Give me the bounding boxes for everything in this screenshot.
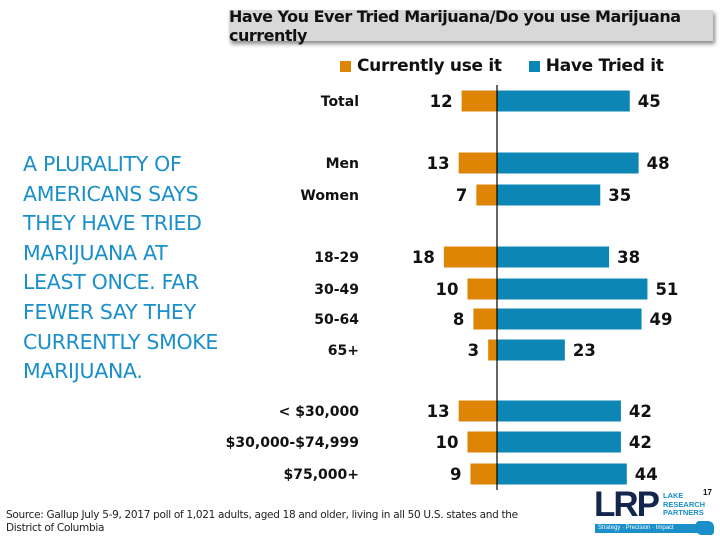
data-label-currently-use: 13 bbox=[427, 154, 450, 173]
headline-line: LEAST ONCE. FAR bbox=[23, 270, 199, 295]
bar-have-tried bbox=[497, 308, 642, 330]
page-number: 17 bbox=[703, 488, 712, 497]
category-label: 50-64 bbox=[314, 312, 359, 328]
bar-currently-use bbox=[461, 90, 497, 112]
data-label-currently-use: 10 bbox=[436, 280, 459, 299]
headline-line: MARIJUANA AT bbox=[23, 240, 168, 265]
logo-tagline: Strategy · Precision · Impact bbox=[595, 524, 698, 533]
bar-have-tried bbox=[497, 152, 639, 174]
bar-currently-use bbox=[458, 152, 497, 174]
logo-name: LAKE RESEARCH PARTNERS bbox=[663, 491, 706, 518]
headline-line: MARIJUANA. bbox=[23, 359, 143, 384]
data-label-have-tried: 45 bbox=[638, 92, 661, 111]
bar-currently-use bbox=[473, 308, 497, 330]
bar-currently-use bbox=[488, 339, 497, 361]
data-label-currently-use: 8 bbox=[453, 310, 464, 329]
legend-item-tried: Have Tried it bbox=[528, 56, 664, 76]
data-label-currently-use: 3 bbox=[468, 341, 479, 360]
data-label-have-tried: 44 bbox=[635, 465, 658, 484]
logo-name-line: RESEARCH bbox=[663, 499, 706, 509]
category-label: Women bbox=[300, 188, 359, 204]
bar-have-tried bbox=[497, 90, 630, 112]
category-label: $30,000-$74,999 bbox=[226, 435, 359, 451]
category-label: 30-49 bbox=[314, 282, 359, 298]
data-label-currently-use: 7 bbox=[456, 186, 467, 205]
bar-currently-use bbox=[476, 184, 497, 206]
bar-currently-use bbox=[443, 246, 497, 268]
bar-have-tried bbox=[497, 339, 565, 361]
bar-currently-use bbox=[458, 400, 497, 422]
data-label-have-tried: 42 bbox=[629, 433, 652, 452]
headline-line: THEY HAVE TRIED bbox=[23, 211, 202, 236]
data-label-currently-use: 12 bbox=[430, 92, 453, 111]
data-label-have-tried: 51 bbox=[655, 280, 678, 299]
logo-name-line: LAKE bbox=[663, 491, 684, 500]
legend-label-current: Currently use it bbox=[357, 56, 502, 76]
source-note: Source: Gallup July 5-9, 2017 poll of 1,… bbox=[6, 509, 518, 534]
headline-line: A PLURALITY OF bbox=[23, 152, 182, 176]
chart-title-box: Have You Ever Tried Marijuana/Do you use… bbox=[229, 7, 713, 45]
headline-line: AMERICANS SAYS bbox=[23, 181, 199, 206]
category-label: < $30,000 bbox=[279, 404, 360, 420]
data-label-have-tried: 35 bbox=[608, 186, 631, 205]
bar-have-tried bbox=[497, 463, 627, 485]
bar-have-tried bbox=[497, 431, 621, 453]
bar-have-tried bbox=[497, 400, 621, 422]
bar-currently-use bbox=[470, 463, 497, 485]
data-label-have-tried: 49 bbox=[650, 310, 673, 329]
category-label: Men bbox=[326, 156, 359, 172]
bar-have-tried bbox=[497, 246, 610, 268]
legend-label-tried: Have Tried it bbox=[545, 56, 664, 76]
category-label: 18-29 bbox=[314, 250, 359, 266]
category-label: Total bbox=[321, 94, 359, 110]
chart-title: Have You Ever Tried Marijuana/Do you use… bbox=[229, 6, 681, 45]
headline-text: A PLURALITY OF AMERICANS SAYS THEY HAVE … bbox=[23, 150, 238, 387]
bar-currently-use bbox=[467, 431, 497, 453]
data-label-currently-use: 10 bbox=[436, 433, 459, 452]
legend-swatch-current bbox=[340, 60, 351, 72]
lrp-logo: LRP LAKE RESEARCH PARTNERS Strategy · Pr… bbox=[590, 487, 720, 540]
data-label-currently-use: 13 bbox=[427, 402, 450, 421]
headline-line: CURRENTLY SMOKE bbox=[23, 329, 219, 354]
data-label-have-tried: 48 bbox=[647, 154, 670, 173]
bar-have-tried bbox=[497, 184, 601, 206]
bar-have-tried bbox=[497, 278, 648, 300]
legend-item-current: Currently use it bbox=[340, 56, 502, 76]
puzzle-map-icon bbox=[696, 521, 714, 535]
logo-mark: LRP bbox=[594, 485, 660, 524]
data-label-currently-use: 9 bbox=[450, 465, 461, 484]
logo-name-line: PARTNERS bbox=[663, 508, 704, 517]
category-label: $75,000+ bbox=[284, 467, 360, 483]
bar-currently-use bbox=[467, 278, 497, 300]
data-label-have-tried: 42 bbox=[629, 402, 652, 421]
legend-swatch-tried bbox=[528, 60, 540, 72]
data-label-have-tried: 23 bbox=[573, 341, 596, 360]
data-label-have-tried: 38 bbox=[617, 248, 640, 267]
headline-line: FEWER SAY THEY bbox=[23, 299, 196, 324]
legend: Currently use it Have Tried it bbox=[340, 56, 691, 76]
category-label: 65+ bbox=[328, 343, 359, 359]
data-label-currently-use: 18 bbox=[412, 248, 435, 267]
